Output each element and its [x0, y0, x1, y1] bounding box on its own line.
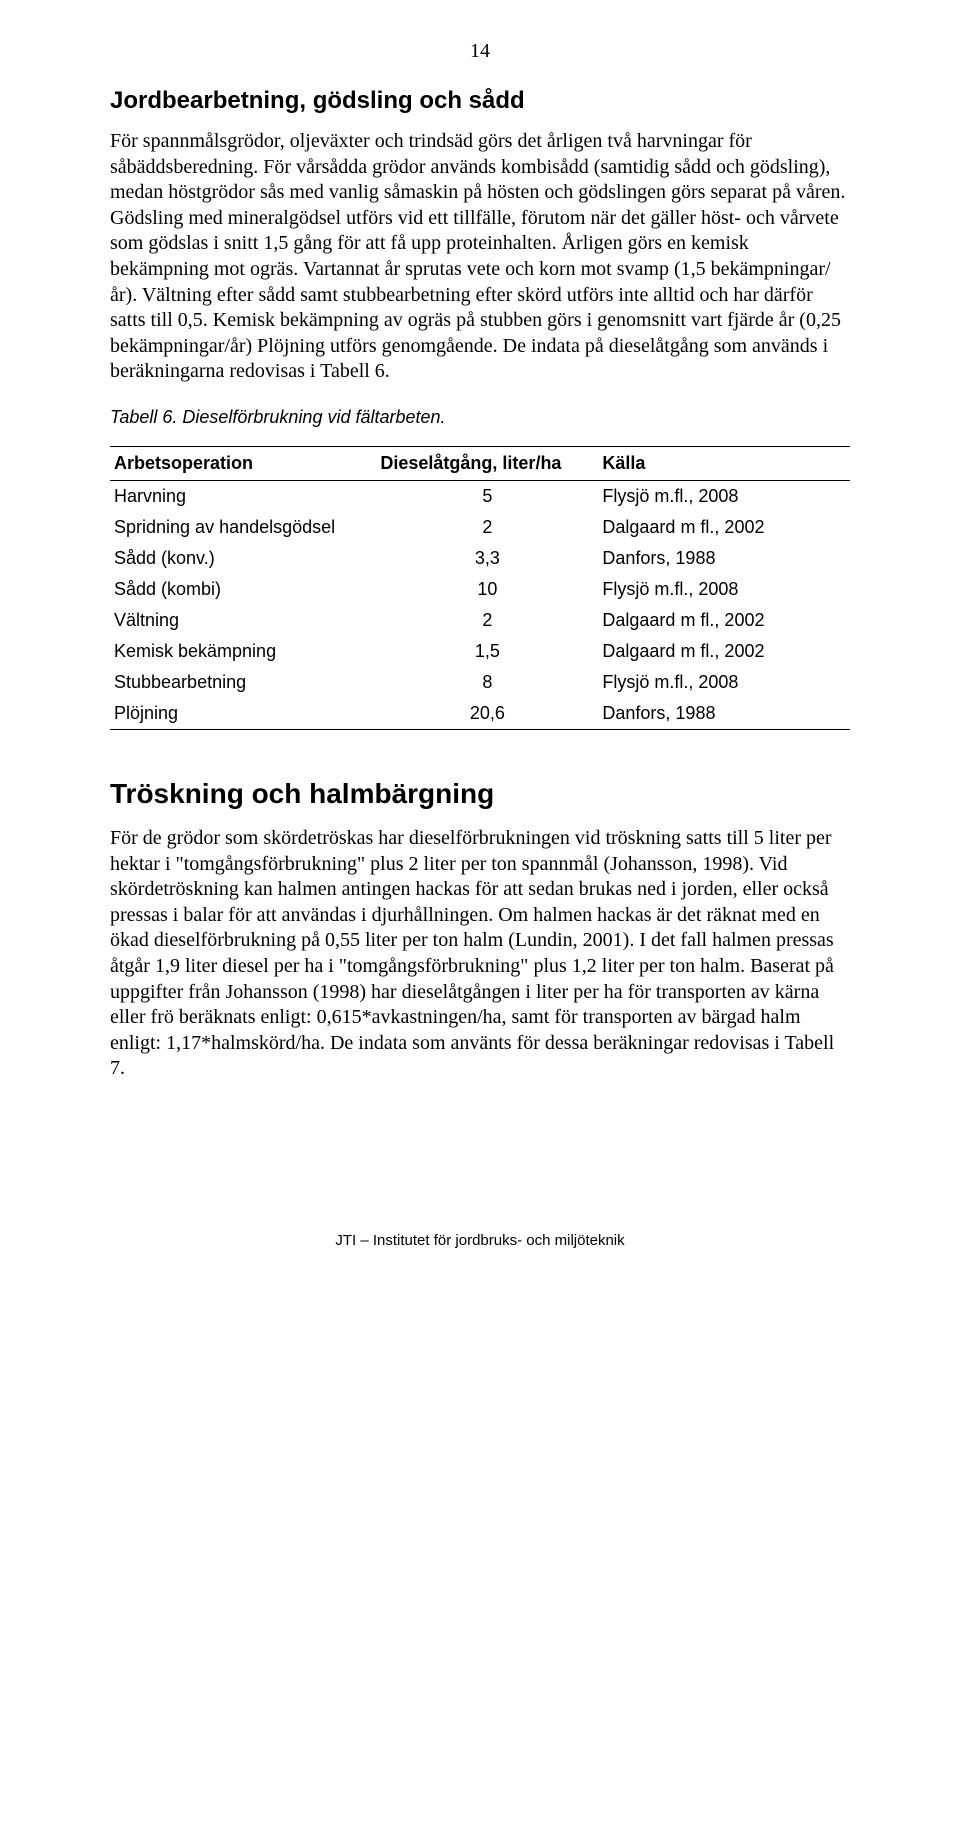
cell-operation: Plöjning	[110, 698, 376, 730]
cell-value: 20,6	[376, 698, 598, 730]
section-heading-troskning: Tröskning och halmbärgning	[110, 778, 850, 810]
table6-col-operation: Arbetsoperation	[110, 446, 376, 480]
cell-operation: Sådd (kombi)	[110, 574, 376, 605]
table-header-row: Arbetsoperation Dieselåtgång, liter/ha K…	[110, 446, 850, 480]
cell-source: Danfors, 1988	[598, 543, 850, 574]
table6-caption: Tabell 6. Dieselförbrukning vid fältarbe…	[110, 407, 850, 428]
table-row: Vältning 2 Dalgaard m fl., 2002	[110, 605, 850, 636]
cell-operation: Spridning av handelsgödsel	[110, 512, 376, 543]
table6-col-source: Källa	[598, 446, 850, 480]
cell-source: Dalgaard m fl., 2002	[598, 636, 850, 667]
cell-source: Flysjö m.fl., 2008	[598, 574, 850, 605]
section2-paragraph: För de grödor som skördetröskas har dies…	[110, 826, 850, 1082]
cell-operation: Stubbearbetning	[110, 667, 376, 698]
cell-operation: Vältning	[110, 605, 376, 636]
table-row: Harvning 5 Flysjö m.fl., 2008	[110, 480, 850, 512]
cell-source: Flysjö m.fl., 2008	[598, 667, 850, 698]
cell-operation: Kemisk bekämpning	[110, 636, 376, 667]
page-number: 14	[110, 40, 850, 63]
table6-col-value: Dieselåtgång, liter/ha	[376, 446, 598, 480]
cell-value: 8	[376, 667, 598, 698]
cell-value: 5	[376, 480, 598, 512]
cell-value: 3,3	[376, 543, 598, 574]
cell-source: Dalgaard m fl., 2002	[598, 605, 850, 636]
table-row: Spridning av handelsgödsel 2 Dalgaard m …	[110, 512, 850, 543]
cell-value: 2	[376, 512, 598, 543]
table6: Arbetsoperation Dieselåtgång, liter/ha K…	[110, 446, 850, 730]
cell-source: Flysjö m.fl., 2008	[598, 480, 850, 512]
table-row: Sådd (konv.) 3,3 Danfors, 1988	[110, 543, 850, 574]
page-footer: JTI – Institutet för jordbruks- och milj…	[110, 1232, 850, 1249]
section1-paragraph: För spannmålsgrödor, oljeväxter och trin…	[110, 129, 850, 385]
table-row: Stubbearbetning 8 Flysjö m.fl., 2008	[110, 667, 850, 698]
cell-value: 10	[376, 574, 598, 605]
table-row: Kemisk bekämpning 1,5 Dalgaard m fl., 20…	[110, 636, 850, 667]
cell-source: Dalgaard m fl., 2002	[598, 512, 850, 543]
cell-value: 1,5	[376, 636, 598, 667]
table-row: Sådd (kombi) 10 Flysjö m.fl., 2008	[110, 574, 850, 605]
document-page: 14 Jordbearbetning, gödsling och sådd Fö…	[0, 0, 960, 1309]
section-heading-jordbearbetning: Jordbearbetning, gödsling och sådd	[110, 87, 850, 115]
cell-source: Danfors, 1988	[598, 698, 850, 730]
table-row: Plöjning 20,6 Danfors, 1988	[110, 698, 850, 730]
cell-operation: Harvning	[110, 480, 376, 512]
cell-value: 2	[376, 605, 598, 636]
cell-operation: Sådd (konv.)	[110, 543, 376, 574]
